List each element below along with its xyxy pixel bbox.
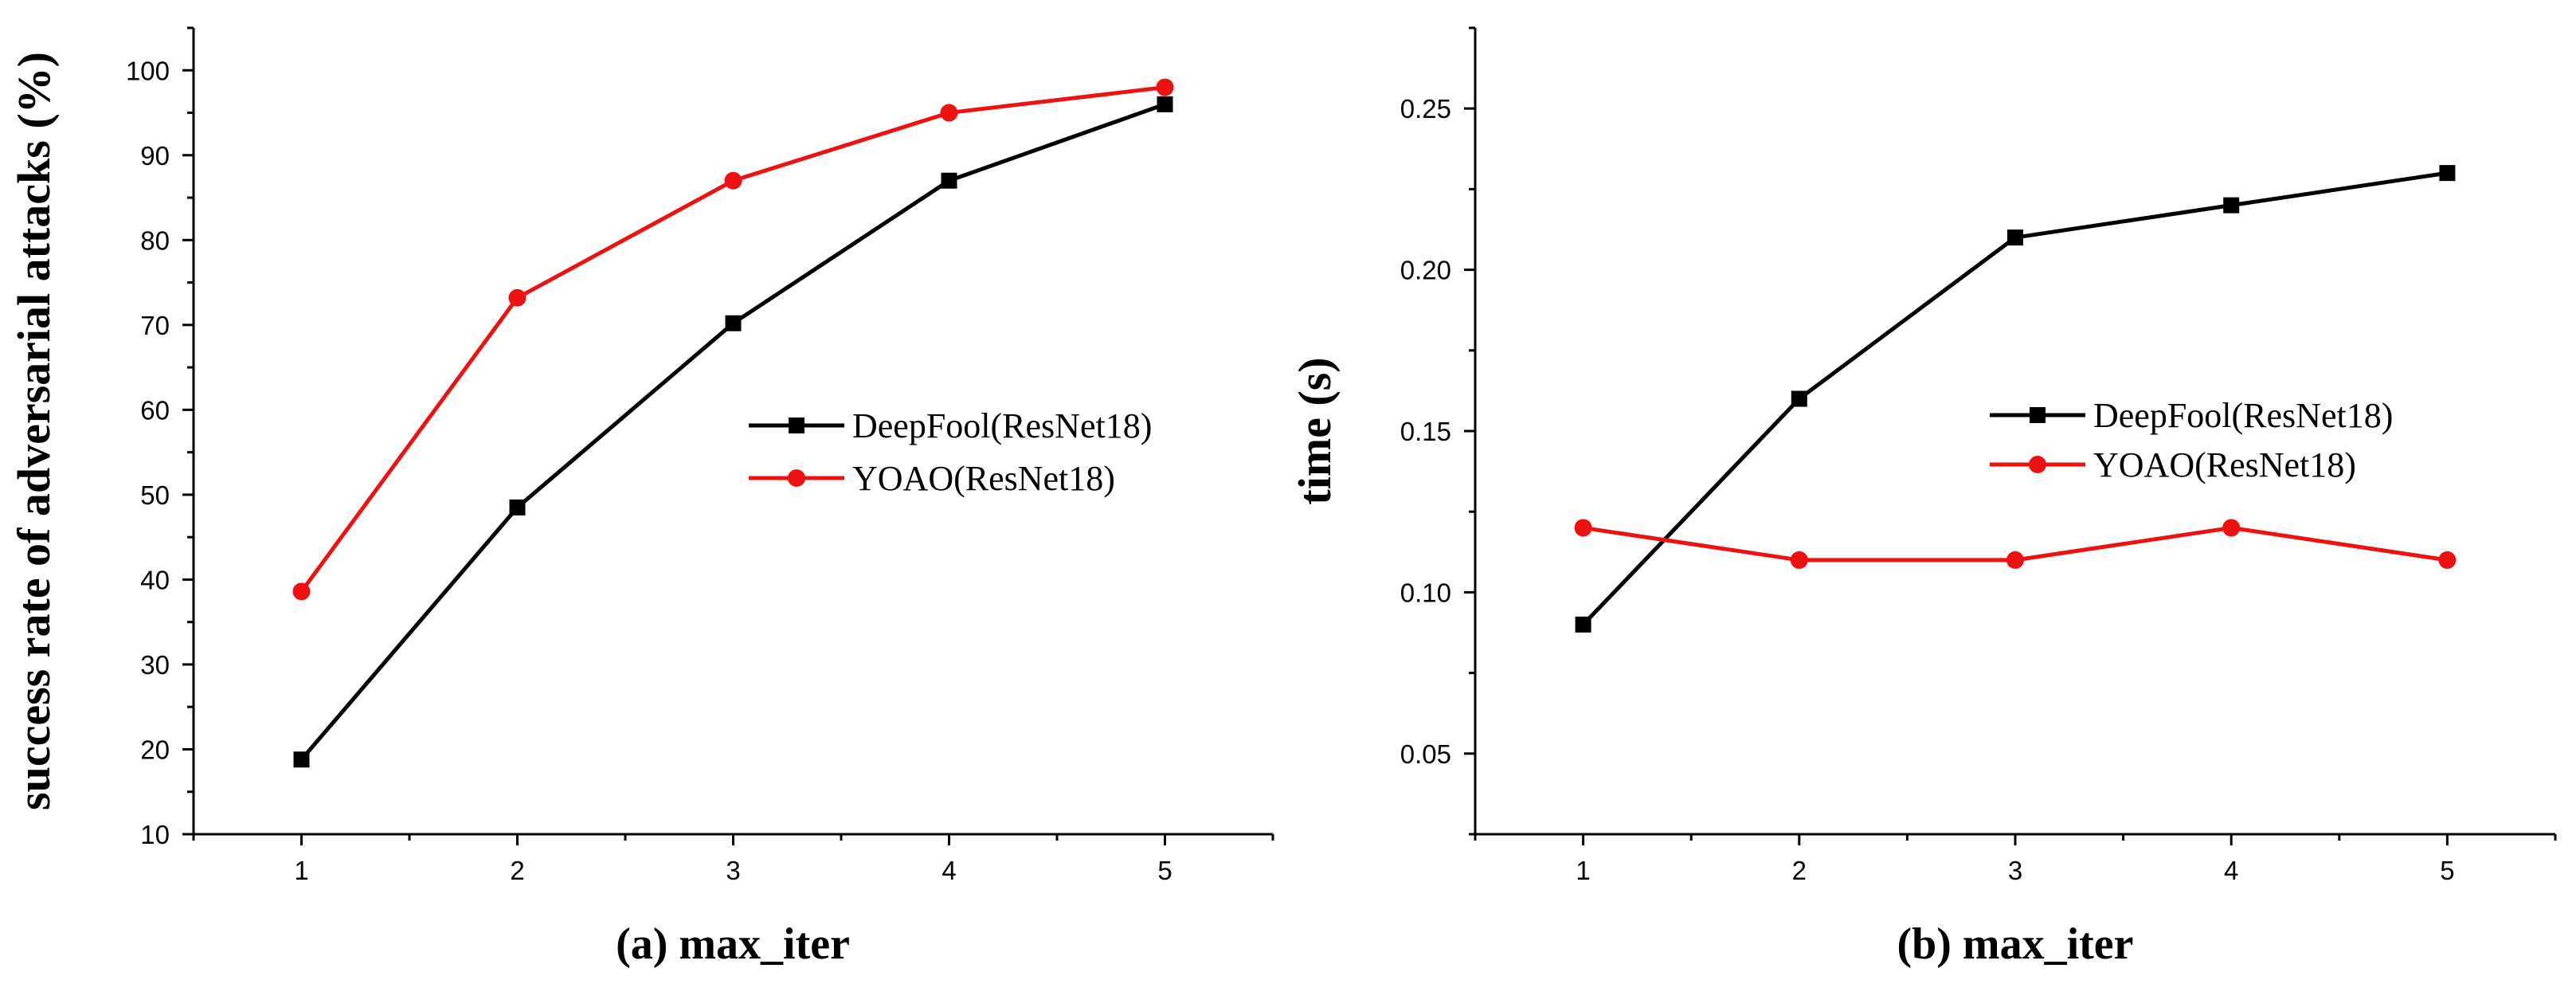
x-axis-label: (b) max_iter — [1897, 919, 2133, 969]
data-point — [940, 104, 958, 122]
data-point — [1574, 519, 1592, 537]
y-tick-label: 0.05 — [1400, 739, 1451, 769]
data-point — [2007, 229, 2023, 246]
data-point — [1157, 96, 1173, 112]
y-tick-label: 100 — [126, 56, 170, 85]
x-tick-label: 3 — [726, 856, 740, 885]
data-point — [1790, 551, 1808, 569]
data-point — [2006, 551, 2024, 569]
data-point — [2223, 197, 2240, 214]
y-tick-label: 70 — [140, 311, 170, 340]
y-tick-label: 60 — [140, 395, 170, 425]
y-axis-label: success rate of adversarial attacks (%) — [8, 52, 60, 810]
x-tick-label: 2 — [1792, 856, 1807, 885]
x-tick-label: 1 — [1576, 856, 1590, 885]
series-line-1 — [299, 85, 1165, 593]
x-tick-label: 3 — [2008, 856, 2022, 885]
data-point — [1575, 616, 1591, 633]
x-tick-label: 5 — [1157, 856, 1172, 885]
chart-time: 1 2 3 4 5 0.05 0.10 0.15 0.20 0.25 time (s) (b) max… — [1289, 26, 2557, 969]
x-tick-label: 5 — [2440, 856, 2454, 885]
y-tick-label: 40 — [140, 565, 170, 594]
y-tick-label: 50 — [140, 480, 170, 510]
legend-marker — [2030, 407, 2046, 423]
x-tick-label: 1 — [294, 856, 308, 885]
legend-label: YOAO(ResNet18) — [852, 459, 1115, 498]
data-point — [2439, 165, 2456, 182]
y-tick-label: 20 — [140, 735, 170, 764]
y-tick-label: 0.15 — [1400, 417, 1451, 446]
y-tick-label: 90 — [140, 141, 170, 171]
legend-label: DeepFool(ResNet18) — [2093, 396, 2393, 435]
y-tick-label: 10 — [140, 820, 170, 849]
data-point — [508, 288, 527, 307]
legend-marker — [2029, 456, 2046, 473]
x-tick-label: 4 — [2224, 856, 2238, 885]
data-point — [293, 751, 310, 768]
legend-marker — [788, 469, 805, 487]
data-point — [1156, 78, 1174, 96]
data-point — [509, 499, 526, 516]
chart-success-rate: 1 2 3 4 5 10 20 30 40 50 60 70 80 90 100 success rate o… — [8, 26, 1274, 969]
data-point — [2222, 519, 2241, 537]
data-point — [725, 315, 742, 331]
x-tick-label: 4 — [942, 856, 956, 885]
legend-marker — [789, 418, 805, 433]
legend-label: DeepFool(ResNet18) — [852, 406, 1152, 445]
data-point — [941, 172, 957, 189]
y-tick-label: 80 — [140, 225, 170, 255]
y-tick-label: 0.25 — [1400, 94, 1451, 123]
x-axis-label: (a) max_iter — [616, 919, 850, 969]
y-tick-label: 0.10 — [1400, 578, 1451, 607]
data-point — [1791, 390, 1807, 407]
data-point — [724, 171, 742, 190]
y-tick-label: 0.20 — [1400, 256, 1451, 285]
x-tick-label: 2 — [510, 856, 524, 885]
y-tick-label: 30 — [140, 650, 170, 680]
y-axis-label: time (s) — [1289, 357, 1341, 504]
data-point — [292, 582, 311, 601]
legend-label: YOAO(ResNet18) — [2093, 445, 2356, 484]
data-point — [2438, 551, 2457, 569]
